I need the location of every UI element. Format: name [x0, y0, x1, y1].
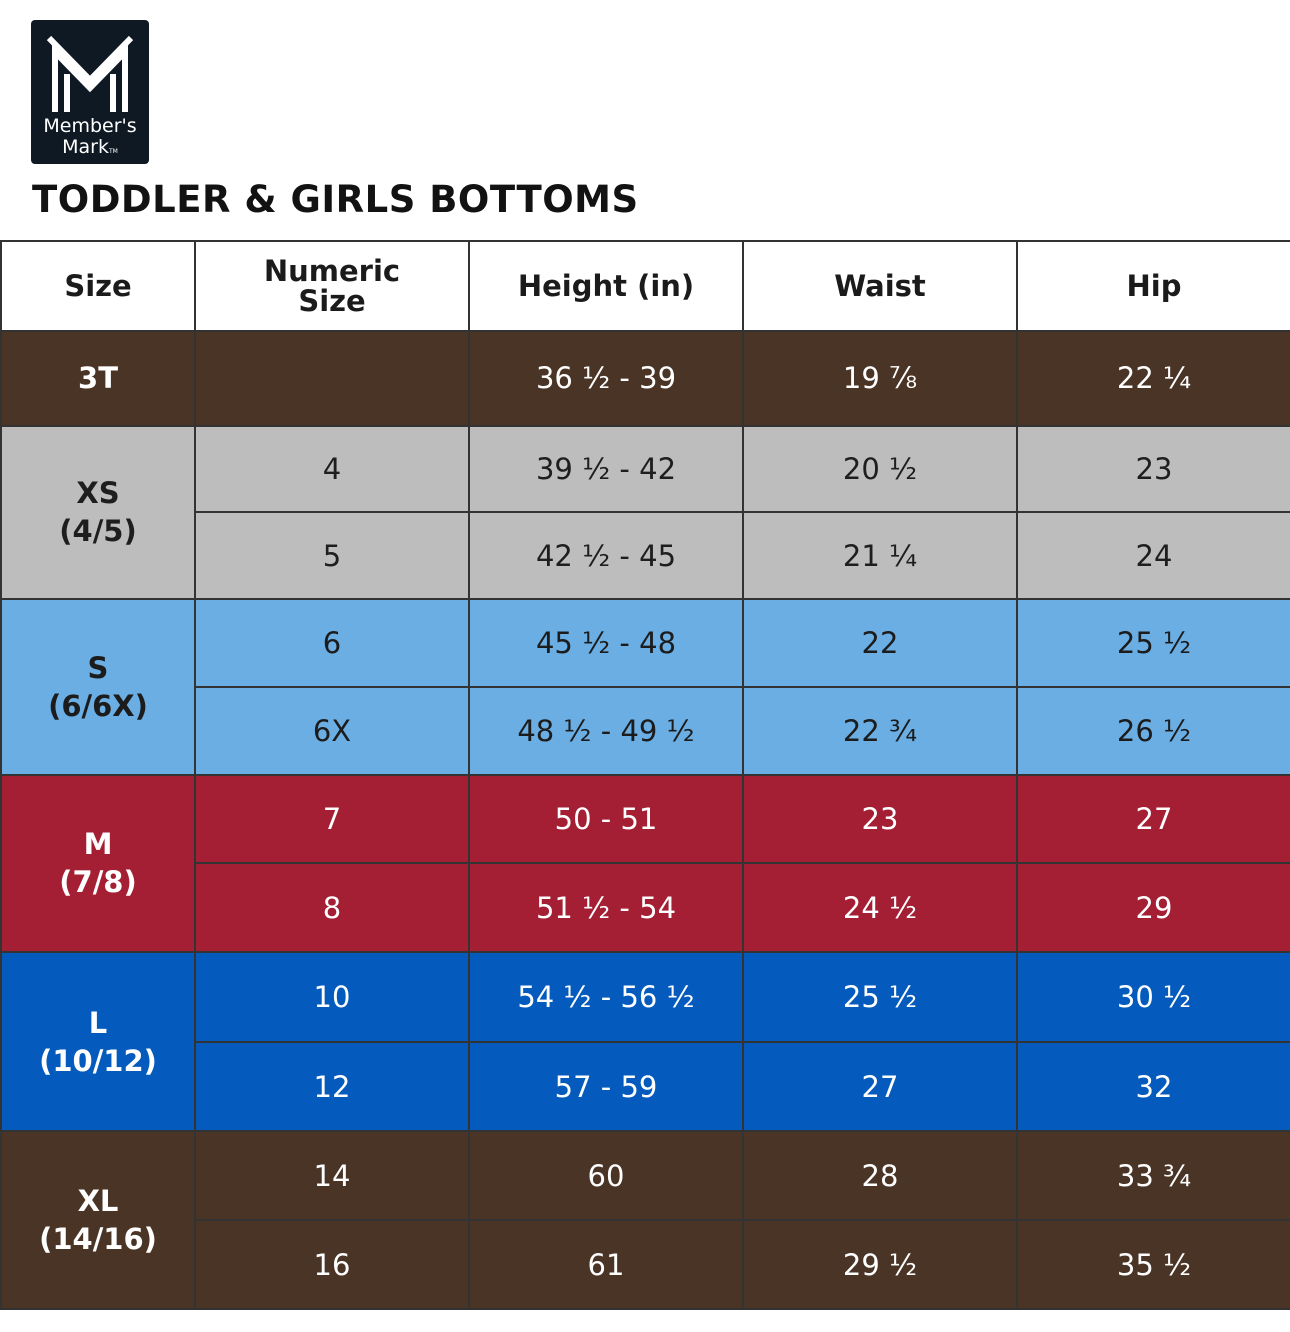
table-row: L (10/12) 10 54 ½ - 56 ½ 25 ½ 30 ½	[0, 951, 1290, 1133]
table-row: 16 61 29 ½ 35 ½	[1, 1219, 1290, 1310]
numeric-size-cell: 7	[194, 773, 470, 865]
header-size: Size	[0, 240, 196, 332]
height-cell: 39 ½ - 42	[468, 424, 744, 514]
table-row: XL (14/16) 14 60 28 33 ¾	[0, 1130, 1290, 1310]
logo-text-line1: Member's	[43, 115, 137, 137]
size-cell: XS (4/5)	[0, 424, 196, 601]
waist-cell: 28	[742, 1130, 1018, 1222]
waist-cell: 24 ½	[742, 862, 1018, 954]
numeric-size-cell: 8	[194, 862, 470, 954]
height-cell: 61	[468, 1219, 744, 1310]
size-cell: M (7/8)	[0, 773, 196, 954]
table-row: 5 42 ½ - 45 21 ¼ 24	[1, 511, 1290, 601]
height-cell: 48 ½ - 49 ½	[468, 685, 744, 776]
table-row: 3T 36 ½ - 39 19 ⅞ 22 ¼	[0, 330, 1290, 427]
header-waist: Waist	[742, 240, 1018, 332]
height-cell: 45 ½ - 48	[468, 598, 744, 688]
header-hip: Hip	[1016, 240, 1290, 332]
hip-cell: 32	[1016, 1040, 1290, 1133]
table-row: XS (4/5) 4 39 ½ - 42 20 ½ 23	[0, 424, 1290, 601]
trademark-mark: TM	[109, 148, 118, 155]
numeric-size-cell: 6	[194, 598, 470, 688]
numeric-size-cell: 14	[194, 1130, 470, 1222]
hip-cell: 27	[1016, 773, 1290, 865]
numeric-size-cell: 5	[194, 511, 470, 601]
waist-cell: 27	[742, 1040, 1018, 1133]
numeric-size-cell: 12	[194, 1040, 470, 1133]
hip-cell: 29	[1016, 862, 1290, 954]
chart-title: TODDLER & GIRLS BOTTOMS	[32, 178, 639, 221]
height-cell: 50 - 51	[468, 773, 744, 865]
table-row: 6X 48 ½ - 49 ½ 22 ¾ 26 ½	[1, 685, 1290, 776]
size-cell: S (6/6X)	[0, 598, 196, 776]
numeric-size-cell: 10	[194, 951, 470, 1043]
size-cell: XL (14/16)	[0, 1130, 196, 1310]
numeric-size-cell: 16	[194, 1219, 470, 1310]
hip-cell: 26 ½	[1016, 685, 1290, 776]
hip-cell: 24	[1016, 511, 1290, 601]
height-cell: 57 - 59	[468, 1040, 744, 1133]
hip-cell: 25 ½	[1016, 598, 1290, 688]
size-cell: 3T	[0, 330, 196, 427]
size-chart-table: Size Numeric Size Height (in) Waist Hip 3…	[0, 240, 1290, 1310]
members-mark-logo: Member's MarkTM	[31, 20, 149, 164]
waist-cell: 21 ¼	[742, 511, 1018, 601]
hip-cell: 33 ¾	[1016, 1130, 1290, 1222]
height-cell: 54 ½ - 56 ½	[468, 951, 744, 1043]
numeric-size-cell	[194, 330, 470, 427]
logo-text-line2: MarkTM	[62, 136, 118, 158]
size-cell: L (10/12)	[0, 951, 196, 1133]
table-row: 8 51 ½ - 54 24 ½ 29	[1, 862, 1290, 954]
table-row: S (6/6X) 6 45 ½ - 48 22 25 ½	[0, 598, 1290, 776]
table-row: M (7/8) 7 50 - 51 23 27	[0, 773, 1290, 954]
waist-cell: 23	[742, 773, 1018, 865]
m-logo-icon	[46, 35, 134, 112]
waist-cell: 25 ½	[742, 951, 1018, 1043]
hip-cell: 30 ½	[1016, 951, 1290, 1043]
numeric-size-cell: 4	[194, 424, 470, 514]
waist-cell: 19 ⅞	[742, 330, 1018, 427]
header-numeric-size: Numeric Size	[194, 240, 470, 332]
numeric-size-cell: 6X	[194, 685, 470, 776]
waist-cell: 29 ½	[742, 1219, 1018, 1310]
waist-cell: 22	[742, 598, 1018, 688]
height-cell: 42 ½ - 45	[468, 511, 744, 601]
waist-cell: 22 ¾	[742, 685, 1018, 776]
header-row: Size Numeric Size Height (in) Waist Hip	[0, 240, 1290, 332]
hip-cell: 23	[1016, 424, 1290, 514]
waist-cell: 20 ½	[742, 424, 1018, 514]
height-cell: 60	[468, 1130, 744, 1222]
table-row: 12 57 - 59 27 32	[1, 1040, 1290, 1133]
hip-cell: 35 ½	[1016, 1219, 1290, 1310]
height-cell: 51 ½ - 54	[468, 862, 744, 954]
header-height: Height (in)	[468, 240, 744, 332]
height-cell: 36 ½ - 39	[468, 330, 744, 427]
hip-cell: 22 ¼	[1016, 330, 1290, 427]
